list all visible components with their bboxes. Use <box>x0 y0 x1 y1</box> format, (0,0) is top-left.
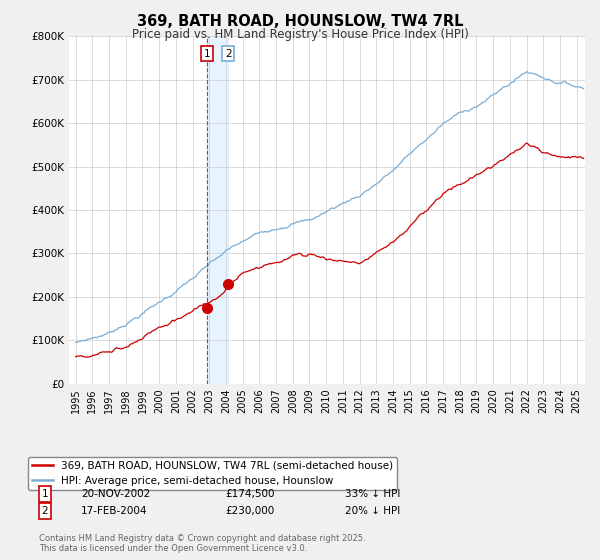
Text: 17-FEB-2004: 17-FEB-2004 <box>81 506 148 516</box>
Text: 1: 1 <box>41 489 49 499</box>
Text: 33% ↓ HPI: 33% ↓ HPI <box>345 489 400 499</box>
Text: Contains HM Land Registry data © Crown copyright and database right 2025.
This d: Contains HM Land Registry data © Crown c… <box>39 534 365 553</box>
Text: £230,000: £230,000 <box>225 506 274 516</box>
Text: 2: 2 <box>41 506 49 516</box>
Text: 20% ↓ HPI: 20% ↓ HPI <box>345 506 400 516</box>
Text: Price paid vs. HM Land Registry's House Price Index (HPI): Price paid vs. HM Land Registry's House … <box>131 28 469 41</box>
Text: £174,500: £174,500 <box>225 489 275 499</box>
Text: 1: 1 <box>204 49 211 59</box>
Text: 2: 2 <box>225 49 232 59</box>
Text: 20-NOV-2002: 20-NOV-2002 <box>81 489 150 499</box>
Legend: 369, BATH ROAD, HOUNSLOW, TW4 7RL (semi-detached house), HPI: Average price, sem: 369, BATH ROAD, HOUNSLOW, TW4 7RL (semi-… <box>28 456 397 490</box>
Text: 369, BATH ROAD, HOUNSLOW, TW4 7RL: 369, BATH ROAD, HOUNSLOW, TW4 7RL <box>137 14 463 29</box>
Bar <box>207 36 228 384</box>
